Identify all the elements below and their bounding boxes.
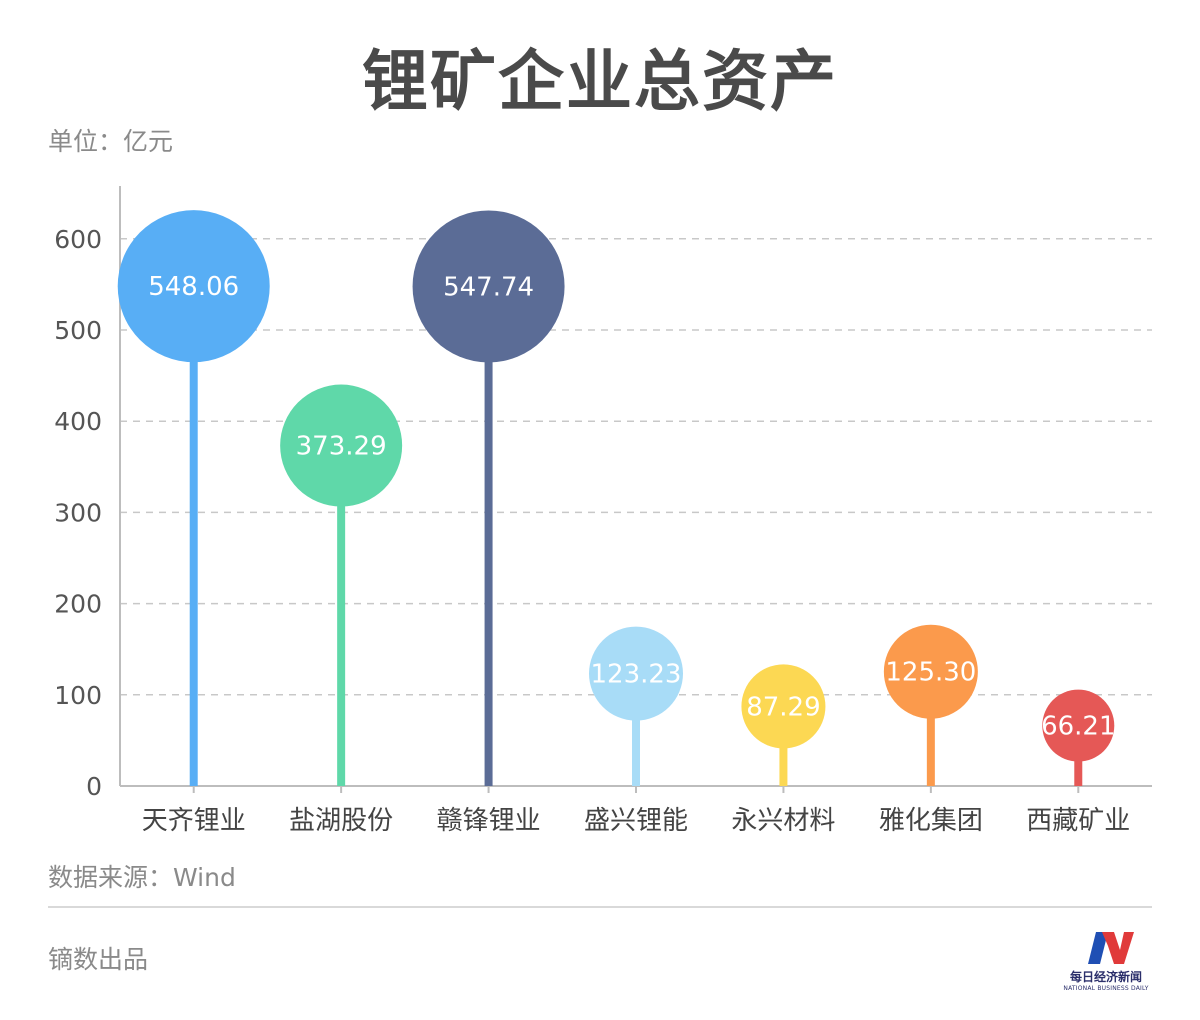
x-category-label: 天齐锂业 [142, 806, 246, 836]
x-category-label: 盐湖股份 [289, 806, 393, 836]
grid-lines [120, 238, 1152, 696]
lollipop-bubble [741, 664, 826, 749]
producer-credit: 镝数出品 [48, 945, 149, 974]
y-tick-label: 600 [54, 225, 102, 254]
value-label: 373.29 [296, 432, 387, 462]
value-label: 87.29 [746, 692, 820, 722]
value-label: 123.23 [591, 660, 682, 690]
chart-marks: 548.06 373.29 547.74 123.23 87.29 125.30 66.21 [117, 210, 1116, 786]
unit-label: 单位：亿元 [48, 127, 174, 156]
lollipop-bubble [117, 210, 270, 363]
chart-title: 锂矿企业总资产 [362, 43, 838, 120]
divider-line [48, 906, 1152, 908]
x-category-label: 永兴材料 [731, 806, 835, 836]
y-tick-label: 300 [54, 498, 102, 527]
nbd-logo-icon [1088, 932, 1134, 964]
y-tick-label: 200 [54, 590, 102, 619]
y-tick-label: 500 [54, 316, 102, 345]
logo-text-en: NATIONAL BUSINESS DAILY [1063, 985, 1149, 992]
lollipop-chart: 0 100 200 300 400 500 600 天齐锂业 盐湖股份 赣锋锂业 盛兴锂能 永兴材料 雅… [54, 186, 1152, 836]
x-category-label: 西藏矿业 [1026, 806, 1130, 836]
x-category-label: 赣锋锂业 [437, 806, 541, 836]
y-tick-label: 400 [54, 407, 102, 436]
y-tick-label: 0 [86, 772, 102, 801]
lollipop-bubble [883, 624, 978, 719]
logo-text-cn: 每日经济新闻 [1069, 970, 1142, 984]
value-label: 547.74 [443, 272, 534, 302]
data-source: 数据来源：Wind [48, 863, 236, 892]
axes: 0 100 200 300 400 500 600 天齐锂业 盐湖股份 赣锋锂业 盛兴锂能 永兴材料 雅… [54, 186, 1152, 836]
lollipop-bubble [589, 626, 683, 721]
value-label: 548.06 [148, 272, 239, 302]
value-label: 125.30 [885, 658, 976, 688]
lollipop-bubble [412, 210, 565, 363]
value-label: 66.21 [1041, 712, 1115, 742]
x-category-label: 盛兴锂能 [584, 806, 688, 836]
lollipop-bubble [1042, 689, 1115, 762]
x-category-label: 雅化集团 [879, 806, 983, 836]
lollipop-bubble [280, 384, 403, 507]
y-tick-label: 100 [54, 681, 102, 710]
